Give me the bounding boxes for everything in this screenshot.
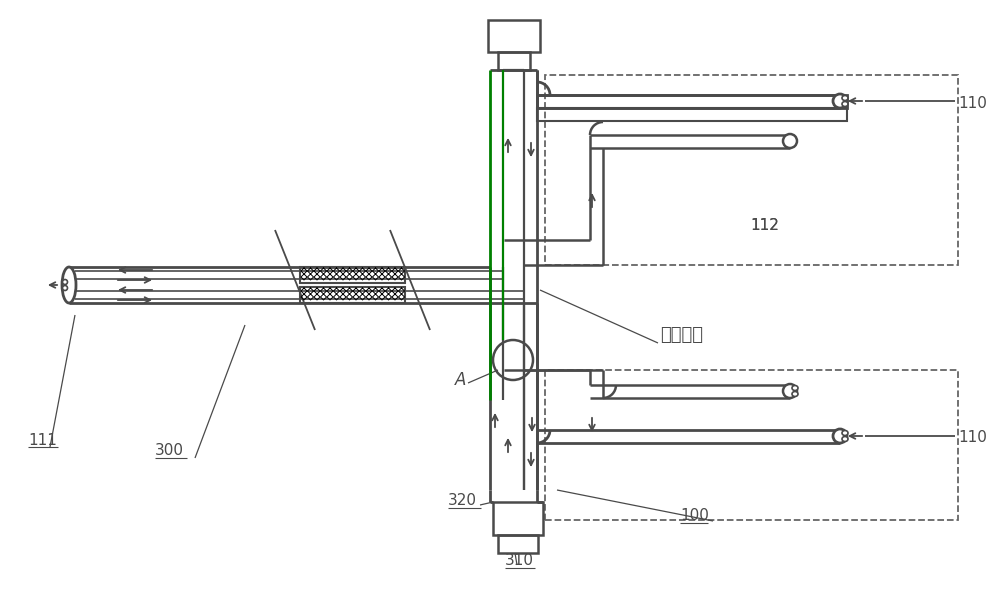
Text: 新风管道: 新风管道 <box>660 326 703 344</box>
Text: 310: 310 <box>505 553 534 568</box>
Ellipse shape <box>842 95 848 100</box>
Bar <box>545 75 958 265</box>
Ellipse shape <box>833 429 847 443</box>
Text: 111: 111 <box>28 433 57 448</box>
Bar <box>488 20 540 52</box>
Text: 110: 110 <box>958 95 987 111</box>
Bar <box>493 502 543 535</box>
Bar <box>498 52 530 70</box>
Ellipse shape <box>792 385 798 391</box>
Bar <box>537 95 847 108</box>
Bar <box>545 370 958 520</box>
Text: 300: 300 <box>155 443 184 458</box>
Text: 112: 112 <box>750 218 779 233</box>
Ellipse shape <box>842 431 848 435</box>
Ellipse shape <box>62 267 76 303</box>
Ellipse shape <box>792 391 798 396</box>
Ellipse shape <box>62 286 68 291</box>
Text: 100: 100 <box>680 508 709 523</box>
Bar <box>498 535 538 553</box>
Bar <box>300 287 405 303</box>
Text: 110: 110 <box>958 429 987 445</box>
Ellipse shape <box>62 280 68 284</box>
Bar <box>537 108 847 121</box>
Ellipse shape <box>842 101 848 106</box>
Ellipse shape <box>842 437 848 442</box>
Ellipse shape <box>833 94 847 108</box>
Ellipse shape <box>783 384 797 398</box>
Bar <box>300 267 405 283</box>
Ellipse shape <box>783 134 797 148</box>
Text: 320: 320 <box>448 493 477 508</box>
Text: A: A <box>455 371 466 389</box>
Text: 112: 112 <box>750 218 779 233</box>
